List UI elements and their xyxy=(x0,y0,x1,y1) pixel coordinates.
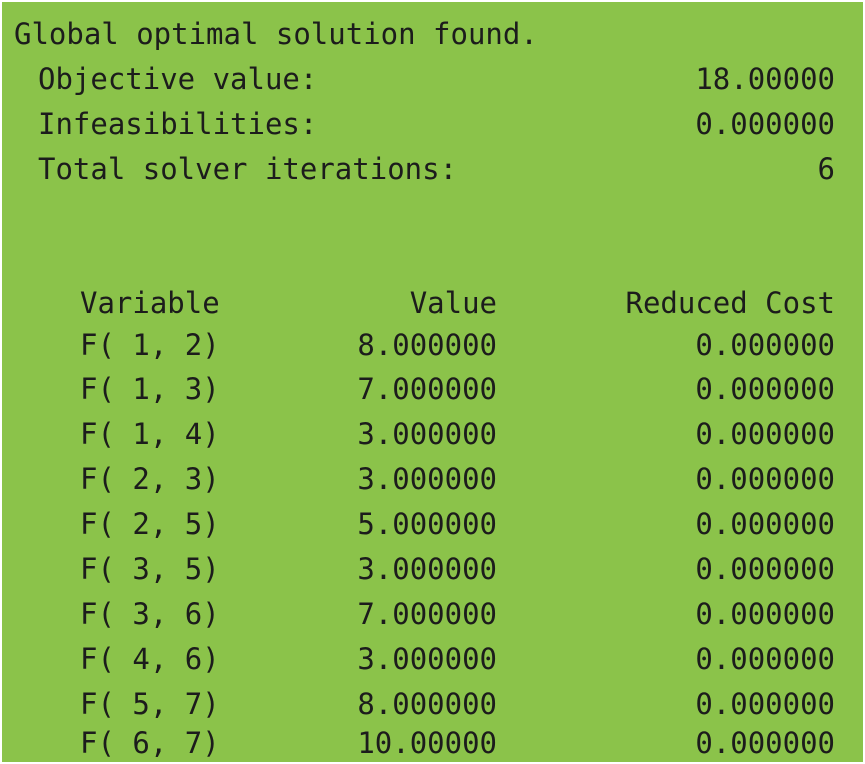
value-cell: 10.00000 xyxy=(357,726,497,760)
value-cell: 3.000000 xyxy=(357,552,497,586)
reduced-cost-cell: 0.000000 xyxy=(695,328,835,362)
column-header-value: Value xyxy=(409,286,497,320)
reduced-cost-cell: 0.000000 xyxy=(695,726,835,760)
variable-cell: F( 2, 5) xyxy=(80,507,220,541)
value-cell: 7.000000 xyxy=(357,597,497,631)
table-header-row: Variable Value Reduced Cost xyxy=(2,286,863,320)
variable-cell: F( 1, 2) xyxy=(80,328,220,362)
table-row: F( 1, 3) 7.000000 0.000000 xyxy=(2,372,863,406)
table-row: F( 6, 7) 10.00000 0.000000 xyxy=(2,726,863,760)
table-row: F( 2, 5) 5.000000 0.000000 xyxy=(2,507,863,541)
reduced-cost-cell: 0.000000 xyxy=(695,642,835,676)
table-row: F( 2, 3) 3.000000 0.000000 xyxy=(2,462,863,496)
variable-cell: F( 1, 3) xyxy=(80,372,220,406)
table-row: F( 1, 2) 8.000000 0.000000 xyxy=(2,328,863,362)
value-cell: 3.000000 xyxy=(357,462,497,496)
variable-cell: F( 3, 6) xyxy=(80,597,220,631)
table-row: F( 3, 5) 3.000000 0.000000 xyxy=(2,552,863,586)
column-header-variable: Variable xyxy=(80,286,220,320)
value-cell: 7.000000 xyxy=(357,372,497,406)
objective-value: 18.00000 xyxy=(695,62,835,96)
table-row: F( 3, 6) 7.000000 0.000000 xyxy=(2,597,863,631)
reduced-cost-cell: 0.000000 xyxy=(695,417,835,451)
table-row: F( 5, 7) 8.000000 0.000000 xyxy=(2,687,863,721)
variable-cell: F( 5, 7) xyxy=(80,687,220,721)
table-row: F( 4, 6) 3.000000 0.000000 xyxy=(2,642,863,676)
variable-cell: F( 1, 4) xyxy=(80,417,220,451)
value-cell: 8.000000 xyxy=(357,687,497,721)
infeasibilities-value: 0.000000 xyxy=(695,107,835,141)
value-cell: 3.000000 xyxy=(357,642,497,676)
reduced-cost-cell: 0.000000 xyxy=(695,597,835,631)
objective-value-label: Objective value: xyxy=(38,62,318,96)
table-row: F( 1, 4) 3.000000 0.000000 xyxy=(2,417,863,451)
reduced-cost-cell: 0.000000 xyxy=(695,507,835,541)
value-cell: 5.000000 xyxy=(357,507,497,541)
column-header-reduced-cost: Reduced Cost xyxy=(625,286,835,320)
reduced-cost-cell: 0.000000 xyxy=(695,552,835,586)
solver-iterations-label: Total solver iterations: xyxy=(38,152,458,186)
variable-cell: F( 6, 7) xyxy=(80,726,220,760)
value-cell: 3.000000 xyxy=(357,417,497,451)
variable-cell: F( 3, 5) xyxy=(80,552,220,586)
status-header: Global optimal solution found. xyxy=(14,17,538,51)
reduced-cost-cell: 0.000000 xyxy=(695,462,835,496)
solver-iterations-value: 6 xyxy=(817,152,835,186)
infeasibilities-label: Infeasibilities: xyxy=(38,107,318,141)
reduced-cost-cell: 0.000000 xyxy=(695,372,835,406)
reduced-cost-cell: 0.000000 xyxy=(695,687,835,721)
variable-cell: F( 2, 3) xyxy=(80,462,220,496)
variable-cell: F( 4, 6) xyxy=(80,642,220,676)
value-cell: 8.000000 xyxy=(357,328,497,362)
